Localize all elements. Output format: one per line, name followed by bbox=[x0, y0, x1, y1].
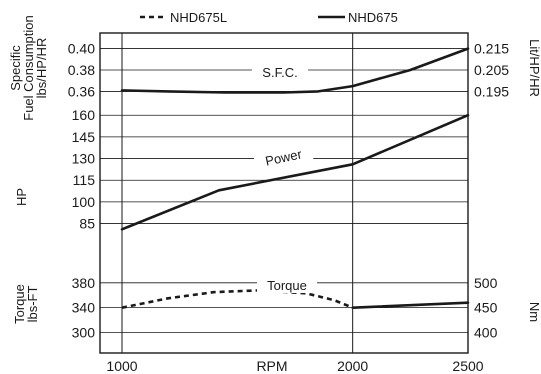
torque-left-tick-label: 340 bbox=[72, 300, 96, 316]
sfc-left-axis-title: Specific bbox=[8, 45, 23, 91]
torque-left-axis-title: lbs-FT bbox=[25, 286, 40, 323]
legend-label-nhd675: NHD675 bbox=[348, 10, 398, 25]
sfc-left-axis-title: lbs/HP/HR bbox=[34, 38, 49, 99]
power-series-nhd675 bbox=[120, 113, 470, 231]
sfc-left-tick-label: 0.38 bbox=[68, 62, 95, 78]
x-axis: 1000 2000 2500 RPM bbox=[106, 358, 483, 374]
sfc-annotation-text: S.F.C. bbox=[262, 65, 297, 80]
torque-right-axis-title: Nm bbox=[527, 302, 541, 322]
sfc-right-tick-label: 0.205 bbox=[474, 62, 509, 78]
torque-right-tick-label: 400 bbox=[474, 324, 498, 340]
power-left-tick-label: 85 bbox=[79, 216, 95, 232]
chart-panels: 0.40 0.38 0.36 0.215 0.205 0.195 SpecificFuel … bbox=[8, 15, 541, 353]
x-axis-title: RPM bbox=[256, 358, 287, 374]
sfc-right-tick-label: 0.215 bbox=[474, 41, 509, 57]
x-tick-label-2000: 2000 bbox=[337, 358, 368, 374]
power-left-axis-title: HP bbox=[14, 188, 29, 206]
sfc-annotation-bg bbox=[252, 64, 308, 80]
x-tick-label-2500: 2500 bbox=[452, 358, 483, 374]
power-annotation-bg bbox=[253, 143, 314, 171]
legend-label-nhd675l: NHD675L bbox=[170, 10, 227, 25]
power-annotation: Power bbox=[253, 143, 314, 171]
sfc-right-axis-title: Lit/HP/HR bbox=[527, 39, 541, 97]
power-left-tick-label: 145 bbox=[72, 129, 96, 145]
torque-left-axis-title: Torque bbox=[12, 284, 27, 324]
sfc-annotation: S.F.C. bbox=[252, 64, 308, 80]
torque-series-nhd675 bbox=[351, 301, 470, 309]
power-left-tick-label: 160 bbox=[72, 107, 96, 123]
torque-left-tick-label: 380 bbox=[72, 275, 96, 291]
torque-annotation-text: Torque bbox=[267, 278, 307, 293]
panel-power: 160 145 130 115 100 85 HP Power bbox=[14, 107, 470, 232]
sfc-left-tick-label: 0.40 bbox=[68, 41, 95, 57]
torque-right-tick-label: 450 bbox=[474, 300, 498, 316]
power-left-tick-label: 115 bbox=[73, 172, 96, 188]
power-left-tick-label: 130 bbox=[72, 151, 96, 167]
torque-series-nhd675l bbox=[121, 289, 354, 309]
torque-right-tick-label: 500 bbox=[474, 275, 498, 291]
torque-annotation: Torque bbox=[257, 277, 317, 293]
legend: NHD675L NHD675 bbox=[140, 10, 398, 25]
torque-left-tick-label: 300 bbox=[72, 324, 96, 340]
sfc-left-tick-label: 0.36 bbox=[68, 83, 95, 99]
torque-annotation-bg bbox=[257, 277, 317, 293]
x-tick-label-1000: 1000 bbox=[106, 358, 137, 374]
panel-sfc: 0.40 0.38 0.36 0.215 0.205 0.195 SpecificFuel … bbox=[8, 15, 541, 121]
power-annotation-text: Power bbox=[264, 146, 304, 168]
plot-frame bbox=[99, 32, 469, 354]
sfc-left-axis-title: Fuel Consumption bbox=[21, 15, 36, 121]
power-left-tick-label: 100 bbox=[72, 194, 96, 210]
sfc-right-tick-label: 0.195 bbox=[474, 83, 509, 99]
sfc-series-nhd675 bbox=[120, 47, 470, 94]
